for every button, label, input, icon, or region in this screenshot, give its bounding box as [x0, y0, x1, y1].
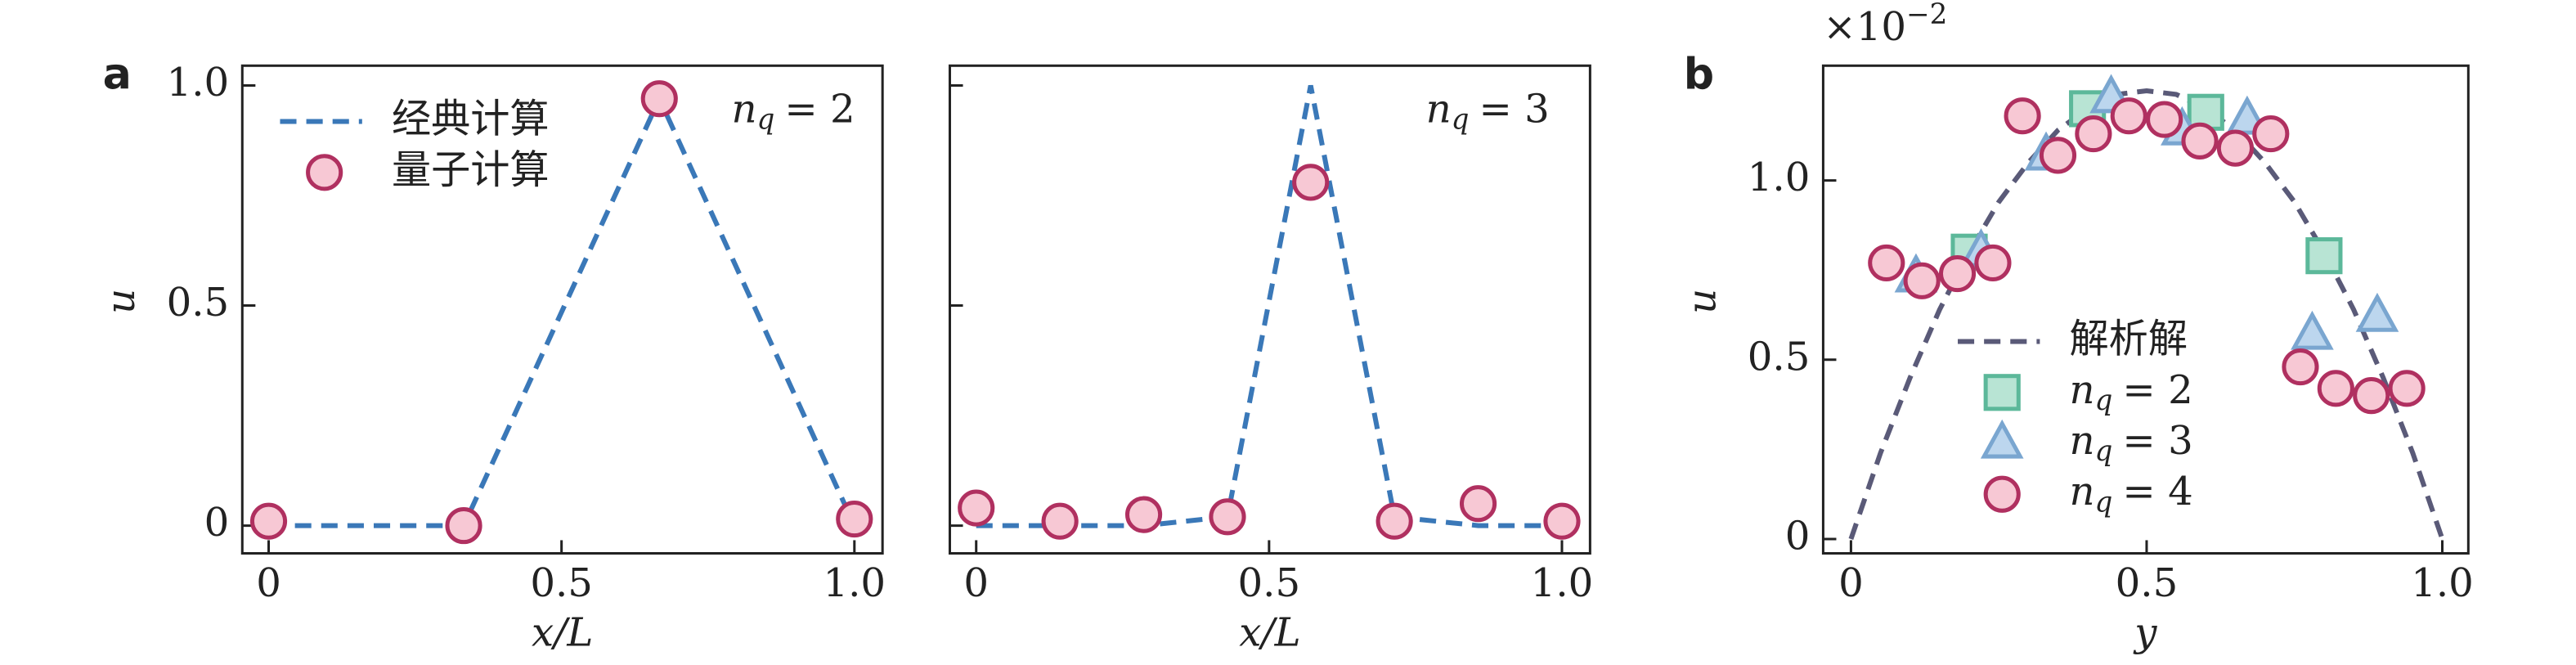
legend-swatch [1980, 419, 2024, 459]
annotation: nq = 3 [1426, 86, 1550, 137]
annotation: nq = 2 [731, 86, 855, 137]
data-point [2039, 137, 2077, 174]
axis-offset: ×10−2 [1823, 0, 1947, 50]
legend-label-rest: = 3 [2122, 417, 2192, 463]
data-point [2388, 370, 2426, 407]
x-tick-label: 0 [1838, 560, 1864, 606]
data-point [2110, 97, 2147, 135]
data-point [2252, 115, 2290, 153]
data-point [2305, 237, 2343, 275]
y-axis-label: u [1679, 289, 1725, 314]
data-point [958, 489, 995, 527]
data-point [2317, 370, 2354, 407]
x-axis-label: x/L [532, 609, 593, 655]
data-point [1868, 244, 1905, 281]
data-point [2181, 122, 2219, 160]
annotation-sub: q [757, 104, 775, 137]
legend-label: nq = 2 [2070, 366, 2193, 417]
data-point [2216, 129, 2255, 167]
legend-swatch [1983, 374, 2021, 411]
x-axis-label: y [2133, 609, 2157, 655]
legend-swatch [306, 154, 343, 191]
annotation-base: n [731, 86, 756, 132]
y-tick-label: 0.5 [1748, 334, 1811, 380]
legend-label-sub: q [2095, 486, 2113, 519]
legend-label: 解析解 [2070, 317, 2188, 362]
y-tick-label: 0 [204, 500, 230, 546]
panel-label: b [1684, 50, 1714, 99]
data-point [1376, 502, 1413, 540]
legend-label-rest: = 2 [2122, 366, 2192, 412]
axis-offset-exp: −2 [1906, 0, 1947, 31]
y-tick-label: 0.5 [167, 280, 230, 326]
data-point [1209, 498, 1246, 536]
x-axis-label: x/L [1239, 609, 1300, 655]
data-point [1124, 496, 1163, 533]
x-tick-label: 1.0 [2411, 560, 2474, 606]
x-tick-label: 0.5 [1238, 560, 1301, 606]
legend-label-rest: = 4 [2122, 469, 2192, 514]
annotation-base: n [1426, 86, 1452, 132]
x-tick-label: 0.5 [530, 560, 593, 606]
data-point [2282, 348, 2319, 386]
data-point [836, 500, 873, 538]
y-axis-label: u [98, 289, 144, 314]
legend-swatch [1983, 475, 2021, 513]
data-point [1543, 502, 1581, 540]
x-tick-label: 1.0 [1531, 560, 1594, 606]
annotation-rest: = 3 [1479, 86, 1550, 132]
data-point [445, 507, 482, 545]
data-point [2004, 97, 2041, 135]
data-point [2353, 377, 2390, 415]
data-point [640, 80, 678, 118]
series-line [976, 84, 1562, 528]
annotation-rest: = 2 [784, 86, 855, 132]
data-point [1903, 262, 1941, 299]
legend-label-sub: q [2095, 384, 2113, 417]
data-point [1292, 164, 1330, 201]
data-point [1459, 485, 1497, 523]
series-line [268, 92, 857, 528]
legend-label: nq = 3 [2070, 417, 2193, 468]
legend-label-base: n [2070, 366, 2095, 412]
data-point [249, 502, 288, 540]
y-tick-label: 1.0 [167, 60, 230, 106]
legend-label-sub: q [2095, 435, 2113, 468]
x-tick-label: 0 [963, 560, 989, 606]
x-tick-label: 0.5 [2116, 560, 2179, 606]
panel-label: a [103, 50, 132, 99]
x-tick-label: 0 [256, 560, 281, 606]
x-tick-label: 1.0 [823, 560, 886, 606]
data-point [1974, 244, 2012, 281]
data-point [2291, 310, 2334, 350]
legend-label: nq = 4 [2070, 469, 2193, 519]
axis-offset-base: ×10 [1823, 4, 1906, 50]
y-tick-label: 1.0 [1748, 155, 1811, 200]
data-point [2075, 115, 2112, 153]
legend-label-base: n [2070, 417, 2095, 463]
annotation-sub: q [1452, 104, 1470, 137]
y-tick-label: 0 [1785, 513, 1811, 559]
legend-label-base: n [2070, 469, 2095, 514]
data-point [1041, 502, 1079, 540]
series-line [1848, 88, 2445, 540]
legend-label: 经典计算 [392, 97, 550, 142]
data-point [2355, 292, 2399, 332]
legend-label: 量子计算 [392, 147, 550, 193]
plot-frame [948, 64, 1591, 555]
data-point [2146, 101, 2183, 138]
data-point [1938, 254, 1977, 293]
